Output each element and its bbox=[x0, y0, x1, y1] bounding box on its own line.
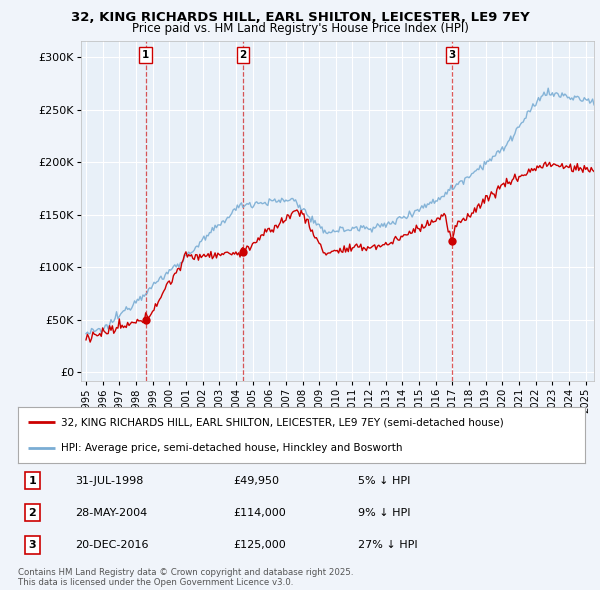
Text: £125,000: £125,000 bbox=[233, 540, 286, 550]
Text: HPI: Average price, semi-detached house, Hinckley and Bosworth: HPI: Average price, semi-detached house,… bbox=[61, 443, 402, 453]
Text: Contains HM Land Registry data © Crown copyright and database right 2025.
This d: Contains HM Land Registry data © Crown c… bbox=[18, 568, 353, 587]
Text: 20-DEC-2016: 20-DEC-2016 bbox=[75, 540, 148, 550]
Text: 32, KING RICHARDS HILL, EARL SHILTON, LEICESTER, LE9 7EY (semi-detached house): 32, KING RICHARDS HILL, EARL SHILTON, LE… bbox=[61, 417, 503, 427]
Text: £49,950: £49,950 bbox=[233, 476, 280, 486]
Text: £114,000: £114,000 bbox=[233, 508, 286, 518]
Text: 2: 2 bbox=[239, 50, 247, 60]
Text: 32, KING RICHARDS HILL, EARL SHILTON, LEICESTER, LE9 7EY: 32, KING RICHARDS HILL, EARL SHILTON, LE… bbox=[71, 11, 529, 24]
Text: 1: 1 bbox=[28, 476, 36, 486]
Text: 2: 2 bbox=[28, 508, 36, 518]
Text: 31-JUL-1998: 31-JUL-1998 bbox=[75, 476, 143, 486]
Text: 5% ↓ HPI: 5% ↓ HPI bbox=[358, 476, 410, 486]
Text: 3: 3 bbox=[28, 540, 36, 550]
Text: 28-MAY-2004: 28-MAY-2004 bbox=[75, 508, 147, 518]
Text: 27% ↓ HPI: 27% ↓ HPI bbox=[358, 540, 418, 550]
Text: 1: 1 bbox=[142, 50, 149, 60]
Text: 3: 3 bbox=[448, 50, 455, 60]
Text: Price paid vs. HM Land Registry's House Price Index (HPI): Price paid vs. HM Land Registry's House … bbox=[131, 22, 469, 35]
Text: 9% ↓ HPI: 9% ↓ HPI bbox=[358, 508, 410, 518]
